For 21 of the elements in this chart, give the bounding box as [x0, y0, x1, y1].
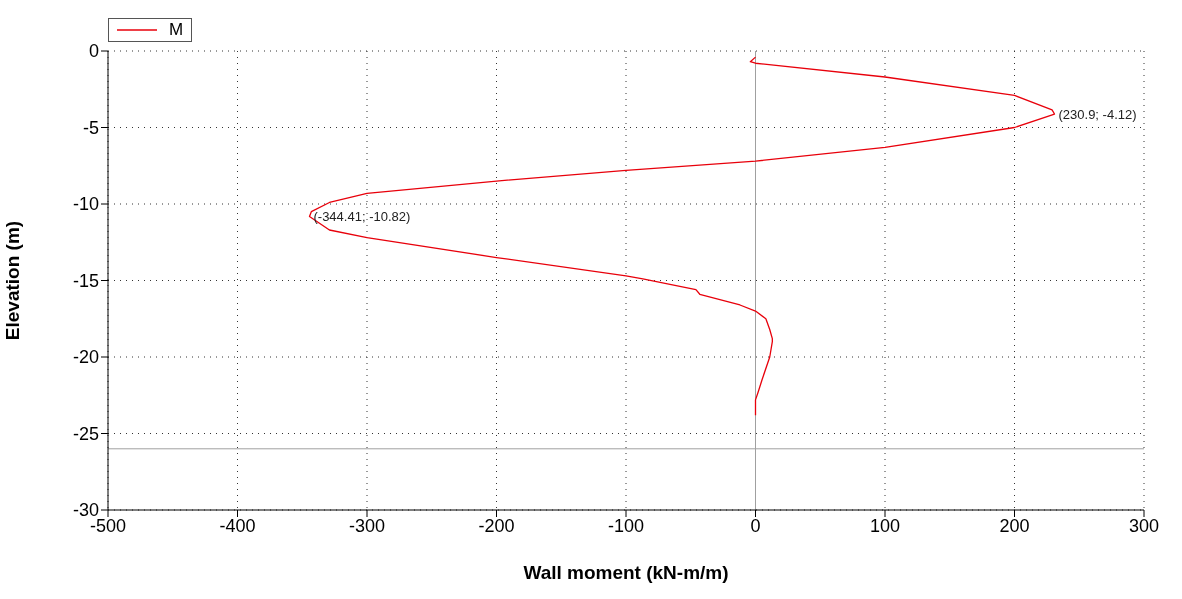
- x-tick-label: -100: [607, 515, 645, 536]
- y-tick-label: -20: [72, 347, 99, 368]
- x-tick-label: -300: [348, 515, 386, 536]
- x-tick-label: 100: [869, 515, 901, 536]
- x-tick-label: 200: [999, 515, 1030, 536]
- y-axis-title: Elevation (m): [1, 220, 23, 341]
- legend-label: M: [169, 20, 184, 40]
- x-tick-label: 0: [750, 515, 761, 536]
- y-tick-label: -25: [72, 423, 99, 444]
- annotation: (-344.41; -10.82): [313, 209, 411, 225]
- line-series: [308, 56, 1056, 416]
- x-tick-label: 300: [1128, 515, 1160, 536]
- annotation: (230.9; -4.12): [1058, 106, 1137, 122]
- x-tick-label: -500: [89, 515, 127, 536]
- x-axis-title: Wall moment (kN-m/m): [523, 562, 729, 583]
- y-tick-label: 0: [88, 41, 99, 62]
- y-tick-label: -5: [82, 117, 99, 138]
- y-tick-label: -10: [72, 194, 99, 215]
- x-tick-label: -400: [219, 515, 256, 536]
- x-tick-label: -200: [478, 515, 515, 536]
- y-tick-label: -15: [72, 270, 99, 291]
